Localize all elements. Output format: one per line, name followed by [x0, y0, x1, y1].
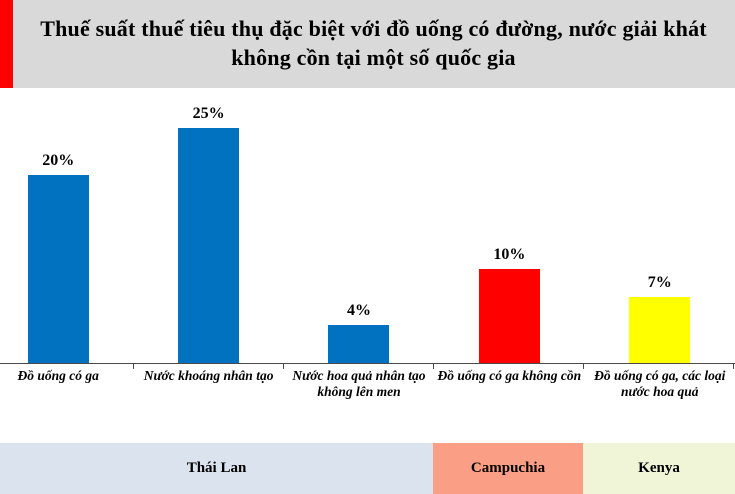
category-labels: Đồ uống có ga Nước khoáng nhân tạo Nước ho… — [0, 368, 735, 400]
axis-tick — [733, 363, 734, 369]
axis-tick — [583, 363, 584, 369]
axis-tick — [283, 363, 284, 369]
category-label-5: Đồ uống có ga, các loại nước hoa quả — [594, 368, 726, 400]
bar-3 — [328, 325, 390, 363]
legend-label: Thái Lan — [186, 460, 247, 476]
legend-label: Campuchia — [470, 460, 546, 476]
legend-item-campuchia: Campuchia — [433, 443, 583, 494]
legend-label: Kenya — [638, 460, 680, 476]
axis-tick — [133, 363, 134, 369]
bar-value-label: 20% — [42, 152, 75, 169]
bar-value-label: 25% — [192, 105, 225, 122]
chart-title: Thuế suất thuế tiêu thụ đặc biệt với đồ … — [40, 15, 707, 70]
bar-5 — [629, 297, 691, 363]
country-legend: Thái Lan Campuchia Kenya — [0, 443, 735, 494]
bar-value-label: 4% — [346, 302, 371, 320]
category-label-2: Nước khoáng nhân tạo — [143, 368, 274, 383]
title-accent-bar — [0, 0, 13, 88]
legend-item-kenya: Kenya — [583, 443, 735, 494]
bar-column-1: 20% — [0, 88, 133, 363]
bar-4 — [478, 269, 540, 363]
category-label-3: Nước hoa quả nhân tạo không lên men — [292, 368, 426, 400]
bar-column-4: 10% — [434, 88, 584, 363]
axis-tick — [433, 363, 434, 369]
bar-value-label: 10% — [493, 246, 526, 263]
title-banner: Thuế suất thuế tiêu thụ đặc biệt với đồ … — [0, 0, 735, 88]
x-axis-line — [0, 363, 735, 364]
bar-column-5: 7% — [585, 88, 735, 363]
category-label-1: Đồ uống có ga — [17, 368, 99, 383]
bar-column-3: 4% — [284, 88, 434, 363]
category-label-4: Đồ uống có ga không cồn — [437, 368, 582, 383]
bar-column-2: 25% — [133, 88, 283, 363]
bar-1 — [27, 175, 89, 363]
bars-container: 20% 25% 4% 10% 7% — [0, 88, 735, 363]
legend-item-thái-lan: Thái Lan — [0, 443, 433, 494]
bar-2 — [178, 128, 240, 363]
bar-value-label: 7% — [647, 274, 672, 292]
